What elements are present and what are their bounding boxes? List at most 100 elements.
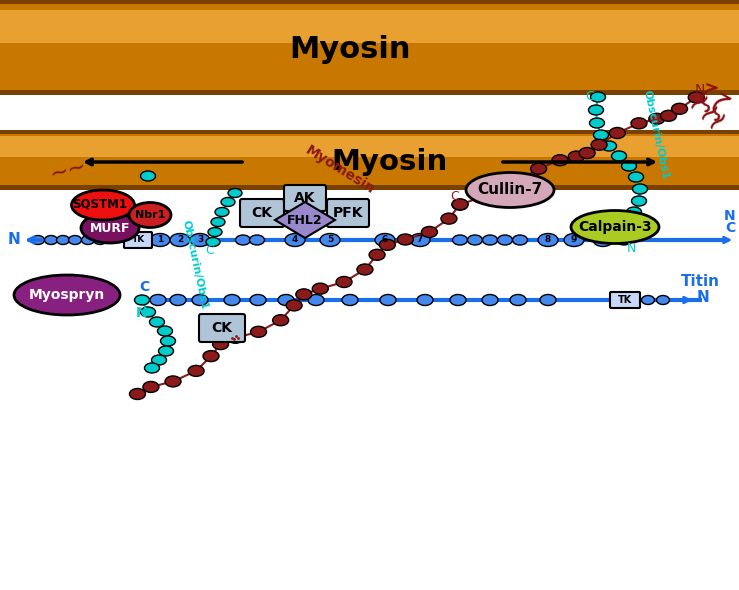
Bar [0,130,739,134]
Bar [0,90,739,95]
Ellipse shape [192,294,208,306]
Text: 3: 3 [197,235,203,244]
FancyBboxPatch shape [610,292,640,308]
Ellipse shape [611,151,627,161]
Ellipse shape [206,238,220,247]
Ellipse shape [602,141,616,151]
Ellipse shape [473,192,488,203]
Ellipse shape [170,234,190,247]
Ellipse shape [538,234,558,247]
Ellipse shape [628,172,644,182]
Ellipse shape [296,289,312,300]
Ellipse shape [579,148,595,159]
Text: AK: AK [294,191,316,205]
Ellipse shape [488,189,503,200]
Ellipse shape [466,172,554,208]
Bar [0,0,739,4]
Ellipse shape [228,332,243,343]
Ellipse shape [342,294,358,306]
Ellipse shape [656,296,670,304]
Ellipse shape [417,294,433,306]
Ellipse shape [134,295,149,305]
Ellipse shape [441,213,457,224]
Ellipse shape [129,202,171,228]
Ellipse shape [398,234,413,245]
Bar [0,9,739,42]
Ellipse shape [14,275,120,315]
Ellipse shape [590,92,605,102]
Ellipse shape [140,171,155,181]
Ellipse shape [224,294,240,306]
Ellipse shape [552,155,568,166]
Ellipse shape [531,163,547,174]
Ellipse shape [588,105,604,115]
Text: Cullin-7: Cullin-7 [477,182,542,198]
Text: N: N [627,241,636,254]
Text: ∼∼: ∼∼ [47,156,89,185]
Ellipse shape [641,296,655,304]
Bar [0,185,739,190]
Ellipse shape [369,250,385,260]
Text: Myospryn: Myospryn [29,288,105,302]
Ellipse shape [151,355,166,365]
Ellipse shape [688,92,704,103]
Ellipse shape [250,294,266,306]
Ellipse shape [157,326,172,336]
Ellipse shape [452,199,468,210]
Text: 10: 10 [597,235,609,244]
Text: N: N [697,290,709,306]
Ellipse shape [211,218,225,227]
Text: ζ: ζ [694,82,718,114]
Text: 5: 5 [327,235,333,244]
Polygon shape [275,202,335,238]
Ellipse shape [221,198,235,206]
Ellipse shape [631,118,647,129]
Ellipse shape [379,240,395,250]
Text: 7: 7 [417,235,423,244]
Ellipse shape [44,235,58,244]
Ellipse shape [497,235,513,245]
Text: C: C [725,221,735,235]
Ellipse shape [380,294,396,306]
Ellipse shape [81,213,139,243]
Ellipse shape [165,376,181,387]
Ellipse shape [313,283,328,294]
Text: Titin: Titin [681,274,720,290]
Text: C: C [205,244,214,257]
Ellipse shape [228,188,242,198]
Ellipse shape [320,234,340,247]
Ellipse shape [158,346,174,356]
Ellipse shape [591,139,607,150]
Text: ζ: ζ [704,92,732,124]
Ellipse shape [215,208,229,217]
Text: Myomesin: Myomesin [303,143,377,197]
Bar [0,0,739,95]
Ellipse shape [170,294,186,306]
Ellipse shape [143,382,159,392]
FancyBboxPatch shape [124,232,152,248]
Text: 1: 1 [157,235,163,244]
Text: CK: CK [251,206,273,220]
Ellipse shape [336,277,352,287]
Text: ~: ~ [699,101,737,139]
Ellipse shape [571,211,659,244]
Ellipse shape [510,294,526,306]
Ellipse shape [375,234,395,247]
Ellipse shape [56,235,69,244]
Text: TK: TK [618,295,632,305]
Text: C: C [451,191,460,204]
Ellipse shape [619,217,635,227]
Ellipse shape [285,234,305,247]
Ellipse shape [188,365,204,376]
FancyBboxPatch shape [284,185,326,211]
Text: N: N [695,83,705,97]
Ellipse shape [540,294,556,306]
Text: C: C [139,280,149,294]
Ellipse shape [590,118,605,128]
Ellipse shape [190,234,210,247]
Ellipse shape [483,235,497,245]
Ellipse shape [236,235,251,245]
Ellipse shape [149,317,165,327]
Ellipse shape [208,228,222,237]
Ellipse shape [129,388,146,399]
